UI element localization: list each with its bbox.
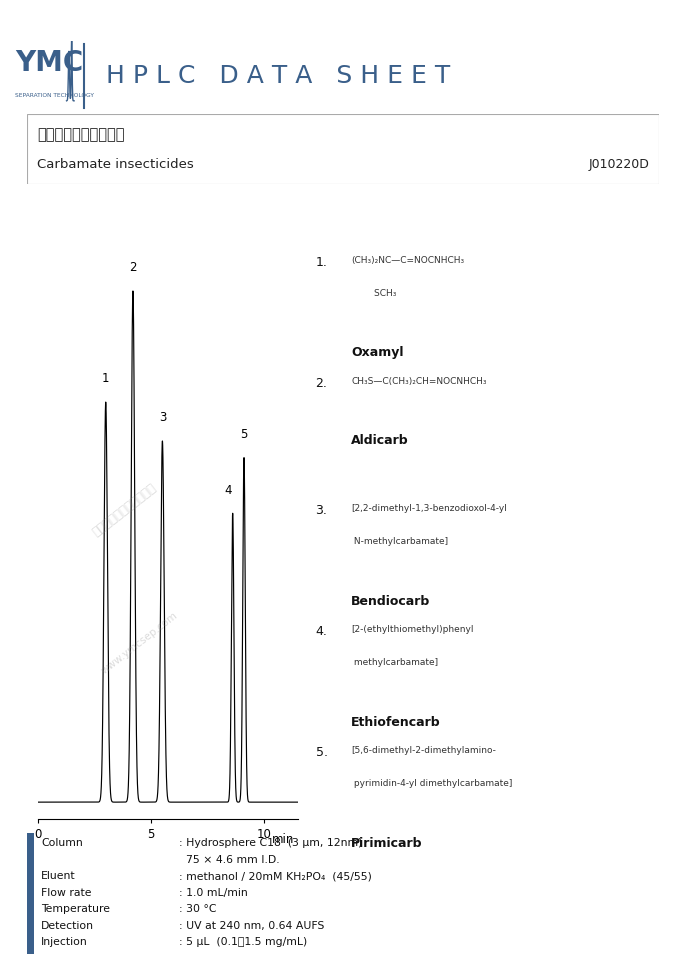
Bar [27,833,34,954]
Text: 1.: 1. [316,256,327,268]
Text: Carbamate insecticides: Carbamate insecticides [37,158,193,171]
Text: Eluent: Eluent [41,871,76,881]
Text: 3.: 3. [316,504,327,516]
Text: Oxamyl: Oxamyl [351,347,404,359]
Text: 2: 2 [129,262,137,274]
Text: Column: Column [41,838,83,848]
Text: [5,6-dimethyl-2-dimethylamino-: [5,6-dimethyl-2-dimethylamino- [351,746,496,755]
Text: [2,2-dimethyl-1,3-benzodioxol-4-yl: [2,2-dimethyl-1,3-benzodioxol-4-yl [351,504,507,513]
Text: YMC: YMC [15,49,83,78]
Text: Pirimicarb: Pirimicarb [351,837,423,850]
Text: : Hydrosphere C18  (3 μm, 12nm): : Hydrosphere C18 (3 μm, 12nm) [179,838,362,848]
Text: Injection: Injection [41,937,88,948]
Text: Bendiocarb: Bendiocarb [351,595,431,608]
Text: min: min [272,832,295,846]
Text: 4: 4 [225,484,233,496]
Text: (CH₃)₂NC—C=NOCNHCH₃: (CH₃)₂NC—C=NOCNHCH₃ [351,256,464,265]
Text: SEPARATION TECHNOLOGY: SEPARATION TECHNOLOGY [15,93,94,99]
Text: methylcarbamate]: methylcarbamate] [351,658,438,668]
Text: : 5 μL  (0.1～1.5 mg/mL): : 5 μL (0.1～1.5 mg/mL) [179,937,307,948]
Text: カルバメート系殺虫剤: カルバメート系殺虫剤 [37,127,124,141]
Text: www.ymcsep.com: www.ymcsep.com [99,610,180,676]
Text: pyrimidin-4-yl dimethylcarbamate]: pyrimidin-4-yl dimethylcarbamate] [351,779,512,789]
Text: Flow rate: Flow rate [41,888,92,897]
Text: 2.: 2. [316,377,327,390]
Text: : 30 °C: : 30 °C [179,904,216,914]
Text: Aldicarb: Aldicarb [351,434,409,448]
Text: CH₃S—C(CH₃)₂CH=NOCNHCH₃: CH₃S—C(CH₃)₂CH=NOCNHCH₃ [351,377,487,386]
Text: 1: 1 [102,372,110,386]
Text: SCH₃: SCH₃ [351,289,397,297]
Text: H P L C   D A T A   S H E E T: H P L C D A T A S H E E T [106,64,451,88]
Text: 3: 3 [158,411,166,424]
Text: J010220D: J010220D [588,158,649,171]
Text: Ethiofencarb: Ethiofencarb [351,716,441,729]
Text: : UV at 240 nm, 0.64 AUFS: : UV at 240 nm, 0.64 AUFS [179,921,324,931]
Text: : methanol / 20mM KH₂PO₄  (45/55): : methanol / 20mM KH₂PO₄ (45/55) [179,871,372,881]
Text: 75 × 4.6 mm I.D.: 75 × 4.6 mm I.D. [179,855,279,864]
Text: : 1.0 mL/min: : 1.0 mL/min [179,888,248,897]
Text: 深圳凯米斯科技有限公司: 深圳凯米斯科技有限公司 [90,481,158,539]
Text: 5.: 5. [316,746,327,759]
Text: Detection: Detection [41,921,94,931]
Text: 5: 5 [240,428,248,441]
Text: 4.: 4. [316,625,327,638]
Text: [2-(ethylthiomethyl)phenyl: [2-(ethylthiomethyl)phenyl [351,625,474,634]
Text: Temperature: Temperature [41,904,110,914]
Text: N-methylcarbamate]: N-methylcarbamate] [351,537,449,547]
